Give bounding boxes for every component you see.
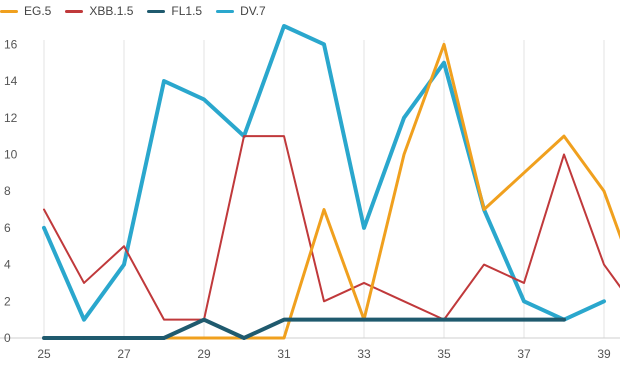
series-line-xbb15 xyxy=(43,135,620,321)
point-dv7-33 xyxy=(363,227,365,229)
y-tick-label-8: 8 xyxy=(4,184,11,198)
point-fl15-26 xyxy=(83,337,85,339)
point-xbb15-34 xyxy=(403,300,405,302)
point-fl15-25 xyxy=(43,337,45,339)
legend-swatch-eg5 xyxy=(0,9,18,13)
point-fl15-30 xyxy=(243,337,245,339)
y-tick-label-4: 4 xyxy=(4,258,11,272)
x-tick-label-27: 27 xyxy=(117,347,131,361)
y-tick-label-10: 10 xyxy=(4,147,18,161)
y-tick-label-2: 2 xyxy=(4,294,11,308)
point-dv7-39 xyxy=(603,300,605,302)
point-dv7-28 xyxy=(163,80,165,82)
y-tick-label-16: 16 xyxy=(4,37,18,51)
point-xbb15-30 xyxy=(243,135,245,137)
point-xbb15-37 xyxy=(523,282,525,284)
point-xbb15-27 xyxy=(123,245,125,247)
y-tick-label-12: 12 xyxy=(4,111,18,125)
legend-item-xbb15[interactable]: XBB.1.5 xyxy=(65,4,133,18)
point-fl15-35 xyxy=(443,318,445,320)
point-dv7-27 xyxy=(123,263,125,265)
point-eg5-38 xyxy=(563,135,565,137)
x-tick-label-33: 33 xyxy=(357,347,371,361)
legend-label-dv7: DV.7 xyxy=(240,4,266,18)
point-xbb15-39 xyxy=(603,263,605,265)
legend-item-eg5[interactable]: EG.5 xyxy=(0,4,51,18)
point-fl15-38 xyxy=(563,318,565,320)
point-fl15-32 xyxy=(323,318,325,320)
point-xbb15-25 xyxy=(43,208,45,210)
point-fl15-27 xyxy=(123,337,125,339)
point-eg5-34 xyxy=(403,153,405,155)
point-xbb15-36 xyxy=(483,263,485,265)
point-fl15-33 xyxy=(363,318,365,320)
legend: EG.5 XBB.1.5 FL1.5 DV.7 xyxy=(0,4,266,18)
point-dv7-26 xyxy=(83,318,85,320)
y-tick-label-6: 6 xyxy=(4,221,11,235)
x-tick-label-37: 37 xyxy=(517,347,531,361)
point-eg5-36 xyxy=(483,208,485,210)
point-eg5-29 xyxy=(203,337,205,339)
point-eg5-32 xyxy=(323,208,325,210)
y-tick-label-14: 14 xyxy=(4,74,18,88)
x-tick-label-35: 35 xyxy=(437,347,451,361)
legend-label-xbb15: XBB.1.5 xyxy=(89,4,134,18)
point-xbb15-28 xyxy=(163,318,165,320)
x-tick-label-31: 31 xyxy=(277,347,291,361)
point-fl15-29 xyxy=(203,318,205,320)
point-dv7-32 xyxy=(323,43,325,45)
legend-label-eg5: EG.5 xyxy=(24,4,52,18)
point-fl15-34 xyxy=(403,318,405,320)
y-tick-label-0: 0 xyxy=(4,331,11,345)
legend-item-dv7[interactable]: DV.7 xyxy=(216,4,266,18)
point-fl15-28 xyxy=(163,337,165,339)
point-fl15-36 xyxy=(483,318,485,320)
point-fl15-31 xyxy=(283,318,285,320)
legend-swatch-xbb15 xyxy=(65,9,84,13)
x-tick-label-39: 39 xyxy=(597,347,611,361)
point-dv7-29 xyxy=(203,98,205,100)
point-eg5-37 xyxy=(523,172,525,174)
x-tick-label-29: 29 xyxy=(197,347,211,361)
point-eg5-31 xyxy=(283,337,285,339)
point-xbb15-32 xyxy=(323,300,325,302)
legend-label-fl15: FL1.5 xyxy=(171,4,203,18)
point-dv7-35 xyxy=(443,62,445,64)
point-fl15-37 xyxy=(523,318,525,320)
series-line-fl15 xyxy=(42,317,566,340)
point-xbb15-31 xyxy=(283,135,285,137)
point-dv7-25 xyxy=(43,227,45,229)
point-xbb15-38 xyxy=(563,153,565,155)
point-dv7-37 xyxy=(523,300,525,302)
legend-item-fl15[interactable]: FL1.5 xyxy=(147,4,202,18)
point-eg5-35 xyxy=(443,43,445,45)
legend-swatch-fl15 xyxy=(147,9,166,13)
point-xbb15-33 xyxy=(363,282,365,284)
x-tick-label-25: 25 xyxy=(37,347,51,361)
point-dv7-34 xyxy=(403,117,405,119)
series-line-dv7 xyxy=(42,24,606,322)
point-dv7-31 xyxy=(283,25,285,27)
point-xbb15-26 xyxy=(83,282,85,284)
legend-swatch-dv7 xyxy=(216,9,235,13)
point-eg5-39 xyxy=(603,190,605,192)
